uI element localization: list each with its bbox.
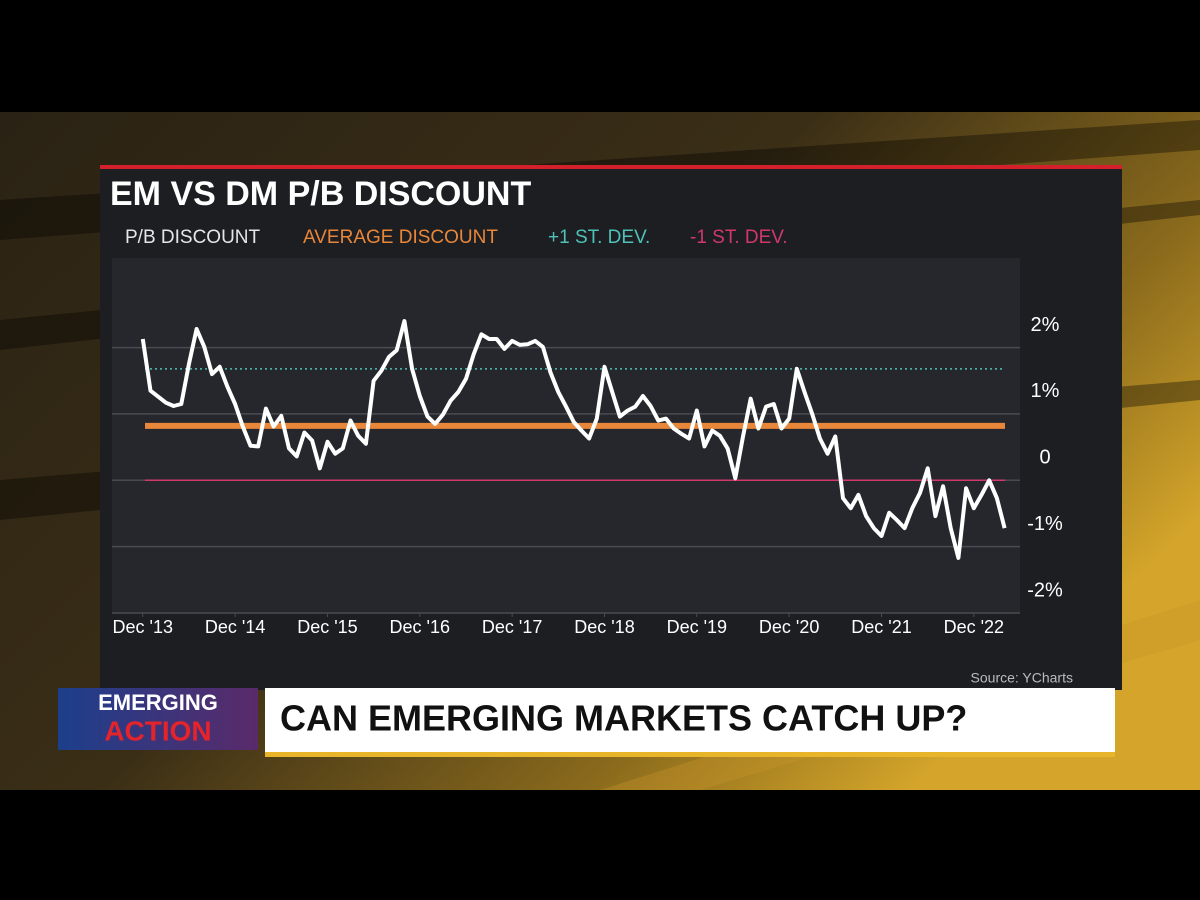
data-line xyxy=(140,319,1007,560)
legend-entry: -1 ST. DEV. xyxy=(690,227,788,248)
x-tick-label: Dec '13 xyxy=(113,617,173,637)
x-tick-label: Dec '16 xyxy=(390,617,450,637)
y-tick-label: -2% xyxy=(1027,579,1063,601)
show-tag-bottom: ACTION xyxy=(104,715,211,746)
y-tick-label: 2% xyxy=(1031,314,1060,336)
legend-entry: AVERAGE DISCOUNT xyxy=(303,227,498,248)
x-tick-label: Dec '22 xyxy=(944,617,1004,637)
letterbox-top xyxy=(0,0,1200,112)
x-tick-label: Dec '20 xyxy=(759,617,819,637)
x-tick-label: Dec '18 xyxy=(574,617,634,637)
letterbox-bottom xyxy=(0,790,1200,900)
y-tick-label: 1% xyxy=(1031,380,1060,402)
x-tick-label: Dec '19 xyxy=(667,617,727,637)
headline-box xyxy=(265,688,1115,752)
show-tag-top: EMERGING xyxy=(98,690,218,715)
y-tick-label: 0 xyxy=(1039,447,1050,469)
x-tick-label: Dec '14 xyxy=(205,617,265,637)
y-tick-label: -1% xyxy=(1027,513,1063,535)
x-tick-label: Dec '15 xyxy=(297,617,357,637)
headline-accent xyxy=(265,752,1115,757)
legend-entry: P/B DISCOUNT xyxy=(125,227,261,248)
source: Source: YCharts xyxy=(971,670,1073,686)
title-accent xyxy=(100,165,1122,169)
x-tick-label: Dec '21 xyxy=(851,617,911,637)
show-tag xyxy=(58,688,258,750)
legend-entry: +1 ST. DEV. xyxy=(548,227,650,248)
chart-title: EM VS DM P/B DISCOUNT xyxy=(110,175,531,213)
headline: CAN EMERGING MARKETS CATCH UP? xyxy=(280,698,967,739)
x-tick-label: Dec '17 xyxy=(482,617,542,637)
plot-area xyxy=(112,258,1020,613)
